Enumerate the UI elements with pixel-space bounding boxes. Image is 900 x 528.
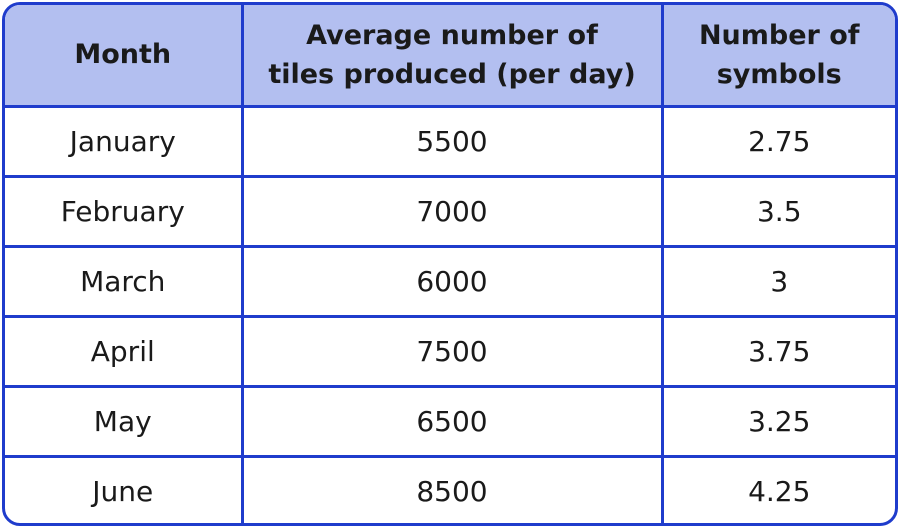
table-row: January 5500 2.75: [5, 104, 895, 178]
header-average-tiles-line1: Average number of: [306, 19, 598, 51]
table-row: February 7000 3.5: [5, 174, 895, 248]
cell-symbols: 4.25: [660, 454, 895, 523]
table-row: June 8500 4.25: [5, 454, 895, 523]
cell-average-tiles: 8500: [240, 454, 664, 523]
cell-symbols: 3.25: [660, 384, 895, 458]
cell-average-tiles: 5500: [240, 104, 664, 178]
cell-symbols: 2.75: [660, 104, 895, 178]
header-symbols-line1: Number of: [698, 19, 860, 51]
header-symbols-line2: symbols: [716, 58, 842, 90]
cell-month: April: [5, 314, 244, 388]
table-row: April 7500 3.75: [5, 314, 895, 388]
cell-month: January: [5, 104, 244, 178]
cell-symbols: 3.75: [660, 314, 895, 388]
header-number-of-symbols: Number of symbols: [660, 5, 895, 108]
cell-symbols: 3: [660, 244, 895, 318]
cell-month: May: [5, 384, 244, 458]
header-month: Month: [5, 5, 244, 108]
header-average-tiles: Average number of tiles produced (per da…: [240, 5, 664, 108]
cell-month: March: [5, 244, 244, 318]
cell-average-tiles: 6500: [240, 384, 664, 458]
cell-month: June: [5, 454, 244, 523]
header-average-tiles-line2: tiles produced (per day): [268, 58, 636, 90]
data-table: Month Average number of tiles produced (…: [5, 5, 895, 523]
table-row: May 6500 3.25: [5, 384, 895, 458]
cell-month: February: [5, 174, 244, 248]
cell-symbols: 3.5: [660, 174, 895, 248]
table-row: March 6000 3: [5, 244, 895, 318]
table-header-row: Month Average number of tiles produced (…: [5, 5, 895, 108]
cell-average-tiles: 7500: [240, 314, 664, 388]
header-month-label: Month: [74, 39, 172, 71]
cell-average-tiles: 7000: [240, 174, 664, 248]
cell-average-tiles: 6000: [240, 244, 664, 318]
